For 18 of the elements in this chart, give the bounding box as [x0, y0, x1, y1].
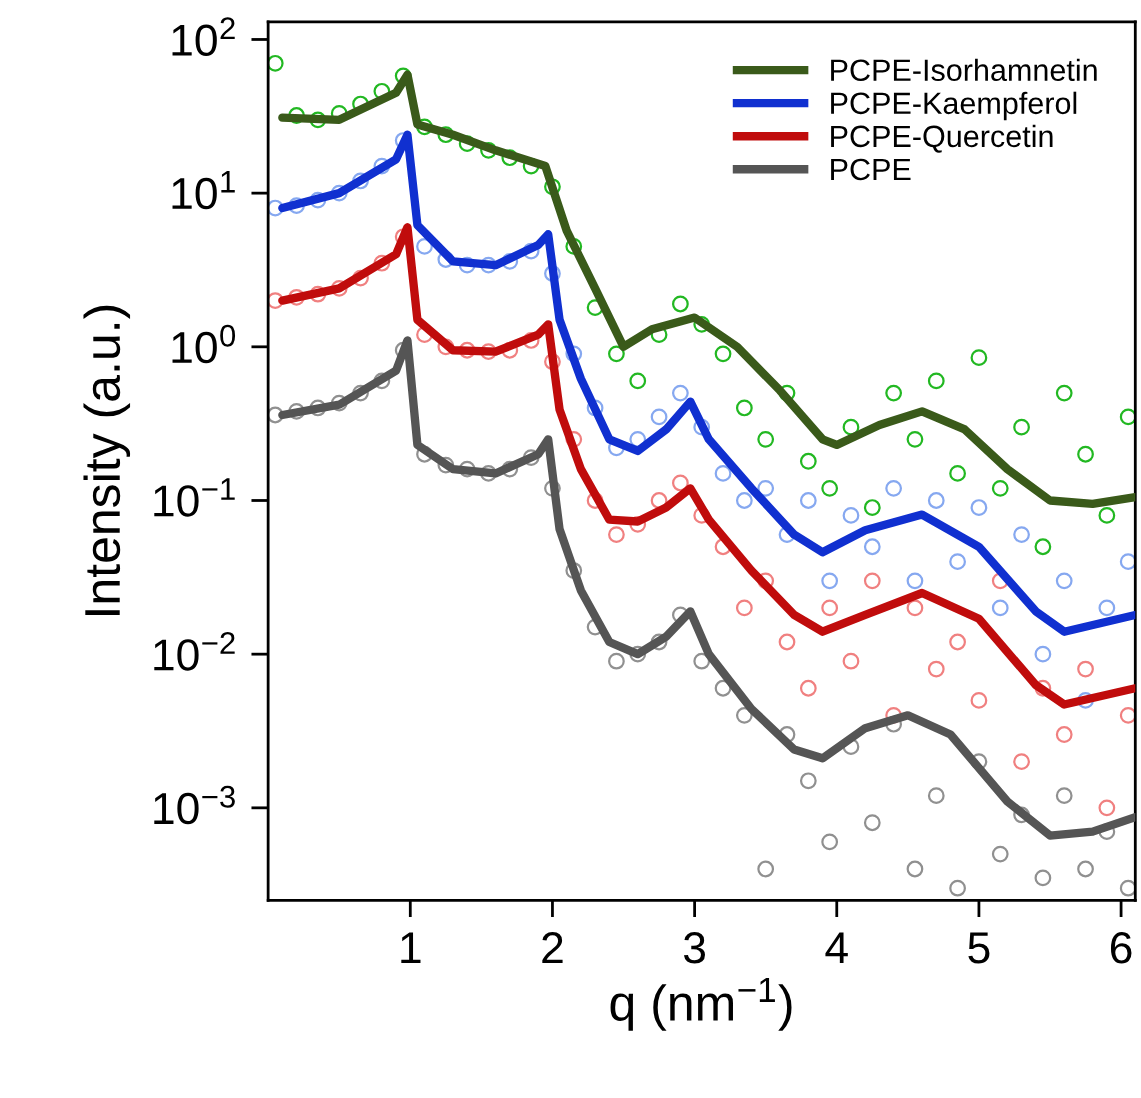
legend-label: PCPE [831, 158, 911, 181]
y-tick-label: 10$^{−2}$ [154, 632, 235, 671]
y-tick-label: 10$^{1}$ [172, 171, 235, 210]
x-tick-label: 2 [542, 932, 563, 964]
y-tick-label: 10$^{2}$ [172, 17, 235, 56]
x-axis-title: q (nm$^{−1}$) [610, 977, 792, 1031]
legend-label: PCPE-Isorhamnetin [831, 58, 1097, 82]
x-tick-label: 1 [401, 932, 421, 964]
x-tick-label: 6 [1110, 932, 1132, 964]
y-axis-title: Intensity (a.u.) [83, 305, 131, 615]
x-tick-label: 5 [968, 932, 990, 964]
x-tick-label: 3 [683, 932, 706, 964]
y-tick-label: 10$^{−3}$ [154, 785, 235, 825]
legend-label: PCPE-Quercetin [831, 124, 1053, 153]
legend-label: PCPE-Kaempferol [831, 91, 1077, 121]
x-tick-label: 4 [825, 932, 848, 964]
y-tick-label: 10$^{0}$ [172, 324, 236, 364]
y-tick-label: 10$^{−1}$ [154, 478, 235, 517]
